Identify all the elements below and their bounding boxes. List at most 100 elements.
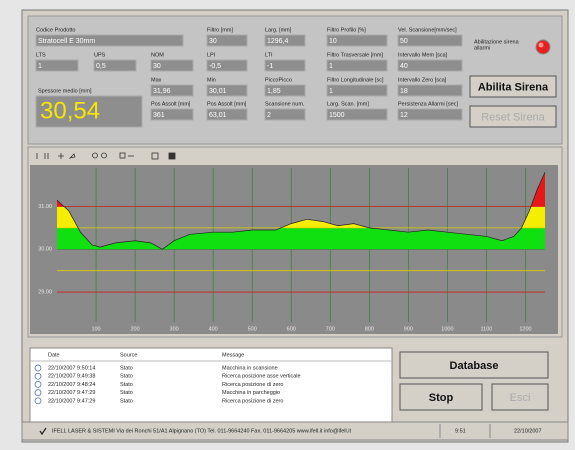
field-value: 30,01 [209, 88, 227, 95]
button-label[interactable]: Esci [510, 392, 531, 404]
field-box [397, 84, 463, 97]
field-value: 10 [329, 38, 337, 45]
field-value: 1 [38, 63, 42, 70]
field-value: 1 [329, 63, 333, 70]
zoom-in-icon[interactable] [92, 152, 98, 159]
field-label: UPS [94, 52, 106, 58]
field-label: LTS [36, 52, 46, 58]
log-cell: 22/10/2007 9:47:29 [48, 390, 95, 396]
field-box [150, 84, 194, 97]
field-box [150, 59, 194, 72]
siren-led [535, 39, 551, 55]
x-tick-label: 900 [404, 326, 413, 332]
field-box [206, 59, 248, 72]
field-label: Codice Prodotto [36, 27, 75, 33]
log-cell: Ricerca posizione asse verticale [222, 374, 301, 380]
button[interactable] [399, 351, 549, 379]
field-label: Max [151, 77, 162, 83]
button-label[interactable]: Database [450, 360, 499, 372]
copy-icon[interactable] [151, 152, 159, 160]
field-label: Filtro Longitudinale [sc] [327, 77, 384, 83]
field-value: 31,96 [153, 88, 171, 95]
log-cell: Ricerca posizione di zero [222, 382, 283, 388]
field-value: 40 [400, 63, 408, 70]
field-box [264, 59, 306, 72]
log-cell: Stato [120, 382, 133, 388]
button[interactable] [469, 75, 557, 98]
status-time: 9:51 [455, 428, 466, 434]
info-icon [34, 372, 42, 380]
pan-icon[interactable] [58, 153, 64, 159]
x-tick-label: 600 [287, 326, 296, 332]
log-cell: Stato [120, 365, 133, 371]
x-tick-label: 100 [91, 326, 100, 332]
field-box [264, 34, 306, 47]
field-label: Filtro Profilo [%] [327, 27, 366, 33]
info-icon [34, 397, 42, 405]
siren-label: allarmi [474, 45, 490, 51]
field-box [35, 59, 79, 72]
field-value: 2 [267, 112, 271, 119]
log-cell: Macchina in parcheggio [222, 390, 280, 396]
log-column: Message [222, 352, 244, 358]
x-tick-label: 1200 [519, 326, 531, 332]
field-value: 1296,4 [267, 38, 289, 45]
field-box [326, 84, 388, 97]
log-cell: 22/10/2007 9:48:24 [48, 382, 95, 388]
field-label: Larg. [mm] [265, 27, 292, 33]
field-box [326, 34, 388, 47]
field-label: Filtro [mm] [207, 27, 233, 33]
button-label[interactable]: Abilita Sirena [478, 81, 549, 93]
field-label: Pos Assolt [mm] [151, 101, 191, 107]
box-icon[interactable] [119, 152, 126, 159]
field-value: 1500 [329, 112, 345, 119]
field-box [397, 34, 463, 47]
field-label: Intervallo Zero [sca] [398, 77, 447, 83]
field-value: 12 [400, 112, 408, 119]
field-label: Min [207, 77, 216, 83]
profile-line [56, 172, 546, 250]
field-value: -0,5 [209, 63, 221, 70]
x-tick-label: 1100 [481, 326, 493, 332]
field-box [150, 108, 194, 121]
x-tick-label: 800 [365, 326, 374, 332]
mean-value: 30,54 [40, 97, 100, 124]
x-tick-label: 400 [209, 326, 218, 332]
field-box [206, 34, 248, 47]
field-box [397, 108, 463, 121]
log-cell: Stato [120, 390, 133, 396]
log-cell: 22/10/2007 9:50:14 [48, 365, 95, 371]
zoom-out-icon[interactable] [101, 152, 107, 159]
log-cell: Stato [120, 398, 133, 404]
button-label[interactable]: Stop [429, 392, 454, 404]
status-bar [21, 421, 569, 441]
field-box [206, 108, 248, 121]
field-box [326, 59, 388, 72]
pause-icon[interactable] [44, 153, 49, 159]
field-label: Vel. Scansione[mm/sec] [398, 27, 457, 33]
info-icon [34, 381, 42, 388]
button[interactable] [469, 105, 557, 128]
field-value: 0,5 [96, 63, 106, 70]
check-icon [39, 427, 47, 436]
field-label: LPI [207, 52, 216, 58]
button[interactable] [491, 383, 549, 411]
field-label: Larg. Scan. [mm] [327, 101, 369, 107]
field-value: Stratocell E 30mm [38, 38, 95, 45]
status-company: IFELL LASER & SISTEMI Via dei Ronchi 51/… [52, 428, 351, 434]
mean-label: Spessore medio [mm] [38, 88, 92, 94]
save-icon[interactable] [168, 152, 176, 160]
field-box [326, 108, 388, 121]
field-value: 1 [329, 88, 333, 95]
log-cell: 22/10/2007 9:47:29 [48, 398, 95, 404]
status-date: 22/10/2007 [514, 428, 542, 434]
field-label: Filtro Trasversale [mm] [327, 52, 383, 58]
mean-box [35, 95, 143, 128]
field-value: -1 [267, 63, 273, 70]
y-tick-label: 31.00 [38, 204, 52, 210]
button[interactable] [399, 383, 483, 411]
log-list [29, 347, 393, 432]
button-label[interactable]: Reset Sirena [481, 111, 545, 123]
select-icon[interactable] [68, 153, 76, 159]
field-label: PiccoPicco [265, 77, 292, 83]
